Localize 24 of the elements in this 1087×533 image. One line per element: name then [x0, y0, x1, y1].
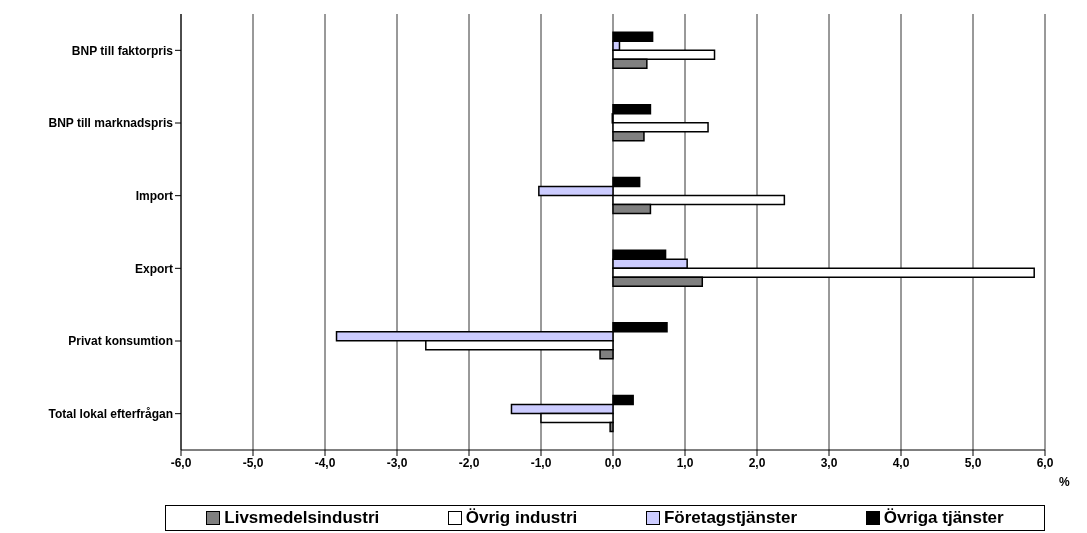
x-tick-label: -4,0: [314, 455, 336, 470]
y-tick-label: Export: [134, 261, 173, 276]
x-tick-label: -2,0: [458, 455, 480, 470]
x-tick-label: 4,0: [892, 455, 910, 470]
x-tick-label: -6,0: [170, 455, 192, 470]
legend-label: Företagstjänster: [662, 508, 798, 528]
legend-label: Övriga tjänster: [882, 508, 1004, 528]
legend-label: Övrig industri: [464, 508, 578, 528]
x-tick-label: -3,0: [386, 455, 408, 470]
x-tick-label: 1,0: [676, 455, 694, 470]
x-axis-title: %: [1059, 474, 1070, 489]
x-tick-label: 2,0: [748, 455, 766, 470]
x-tick-label: 6,0: [1036, 455, 1054, 470]
y-tick-label: Total lokal efterfrågan: [48, 406, 173, 421]
y-tick-label: BNP till marknadspris: [48, 116, 174, 131]
y-tick-label: Privat konsumtion: [68, 334, 173, 349]
legend-label: Livsmedelsindustri: [223, 508, 380, 528]
x-tick-label: -5,0: [242, 455, 264, 470]
y-tick-label: BNP till faktorpris: [71, 43, 174, 58]
x-tick-label: 3,0: [820, 455, 838, 470]
x-tick-label: -1,0: [530, 455, 552, 470]
x-tick-label: 0,0: [604, 455, 622, 470]
x-tick-label: 5,0: [964, 455, 982, 470]
y-tick-label: Import: [135, 188, 173, 203]
